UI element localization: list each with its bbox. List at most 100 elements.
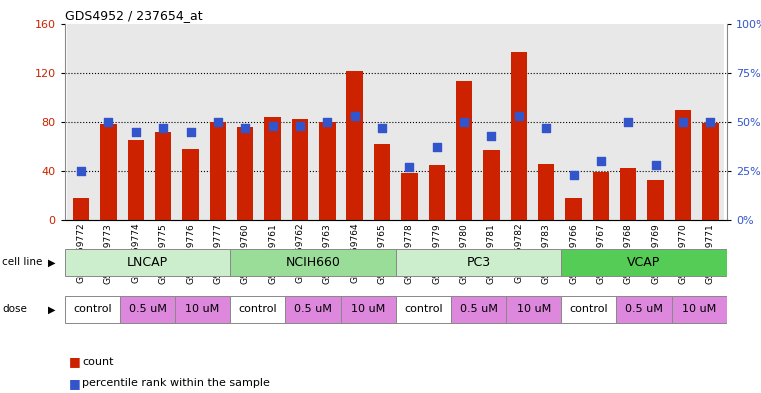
- Bar: [65, 296, 119, 323]
- Bar: [374, 144, 390, 220]
- Text: 10 uM: 10 uM: [517, 305, 551, 314]
- Bar: [119, 296, 175, 323]
- Point: [349, 113, 361, 119]
- Bar: [122, 24, 149, 220]
- Bar: [506, 296, 561, 323]
- Bar: [505, 24, 533, 220]
- Bar: [587, 24, 615, 220]
- Bar: [177, 24, 204, 220]
- Bar: [451, 24, 478, 220]
- Text: control: control: [569, 305, 608, 314]
- Bar: [175, 296, 230, 323]
- Bar: [346, 72, 363, 220]
- Bar: [533, 24, 560, 220]
- Bar: [428, 165, 445, 220]
- Point: [266, 123, 279, 129]
- Bar: [642, 24, 670, 220]
- Text: ▶: ▶: [48, 305, 56, 314]
- Point: [294, 123, 306, 129]
- Text: GDS4952 / 237654_at: GDS4952 / 237654_at: [65, 9, 202, 22]
- Point: [431, 144, 443, 151]
- Bar: [675, 110, 691, 220]
- Bar: [231, 24, 259, 220]
- Bar: [314, 24, 341, 220]
- Bar: [341, 24, 368, 220]
- Point: [212, 119, 224, 125]
- Text: 0.5 uM: 0.5 uM: [294, 305, 332, 314]
- Bar: [396, 296, 451, 323]
- Bar: [615, 24, 642, 220]
- Point: [622, 119, 635, 125]
- Point: [184, 129, 196, 135]
- Bar: [648, 180, 664, 220]
- Bar: [671, 296, 727, 323]
- Text: NCIH660: NCIH660: [285, 256, 340, 269]
- Point: [704, 119, 716, 125]
- Bar: [368, 24, 396, 220]
- Text: control: control: [404, 305, 443, 314]
- Text: percentile rank within the sample: percentile rank within the sample: [82, 378, 270, 388]
- Bar: [423, 24, 451, 220]
- Bar: [100, 124, 116, 220]
- Text: control: control: [73, 305, 112, 314]
- Bar: [696, 24, 724, 220]
- Bar: [456, 81, 473, 220]
- Text: LNCAP: LNCAP: [127, 256, 168, 269]
- Bar: [561, 249, 727, 275]
- Point: [403, 164, 416, 170]
- Text: 0.5 uM: 0.5 uM: [460, 305, 498, 314]
- Bar: [561, 296, 616, 323]
- Bar: [565, 198, 581, 220]
- Bar: [230, 249, 396, 275]
- Bar: [538, 163, 555, 220]
- Bar: [73, 198, 89, 220]
- Bar: [210, 122, 226, 220]
- Point: [677, 119, 689, 125]
- Bar: [478, 24, 505, 220]
- Text: 0.5 uM: 0.5 uM: [625, 305, 663, 314]
- Bar: [702, 123, 718, 220]
- Bar: [616, 296, 671, 323]
- Bar: [340, 296, 396, 323]
- Bar: [451, 296, 506, 323]
- Text: 0.5 uM: 0.5 uM: [129, 305, 167, 314]
- Text: 10 uM: 10 uM: [351, 305, 385, 314]
- Bar: [95, 24, 122, 220]
- Point: [540, 125, 552, 131]
- Text: cell line: cell line: [2, 257, 43, 267]
- Bar: [593, 172, 609, 220]
- Bar: [149, 24, 177, 220]
- Point: [75, 168, 88, 174]
- Text: 10 uM: 10 uM: [682, 305, 716, 314]
- Point: [103, 119, 115, 125]
- Point: [157, 125, 169, 131]
- Point: [376, 125, 388, 131]
- Point: [568, 172, 580, 178]
- Bar: [401, 173, 418, 220]
- Point: [513, 113, 525, 119]
- Bar: [237, 127, 253, 220]
- Point: [321, 119, 333, 125]
- Bar: [65, 249, 230, 275]
- Bar: [396, 24, 423, 220]
- Bar: [204, 24, 231, 220]
- Bar: [670, 24, 696, 220]
- Point: [595, 158, 607, 164]
- Bar: [511, 52, 527, 220]
- Text: dose: dose: [2, 305, 27, 314]
- Text: VCAP: VCAP: [627, 256, 661, 269]
- Text: PC3: PC3: [466, 256, 491, 269]
- Bar: [230, 296, 285, 323]
- Bar: [286, 24, 314, 220]
- Point: [486, 132, 498, 139]
- Bar: [291, 119, 308, 220]
- Text: control: control: [238, 305, 277, 314]
- Bar: [259, 24, 286, 220]
- Point: [239, 125, 251, 131]
- Bar: [396, 249, 561, 275]
- Point: [129, 129, 142, 135]
- Bar: [183, 149, 199, 220]
- Bar: [264, 117, 281, 220]
- Bar: [483, 150, 500, 220]
- Bar: [319, 122, 336, 220]
